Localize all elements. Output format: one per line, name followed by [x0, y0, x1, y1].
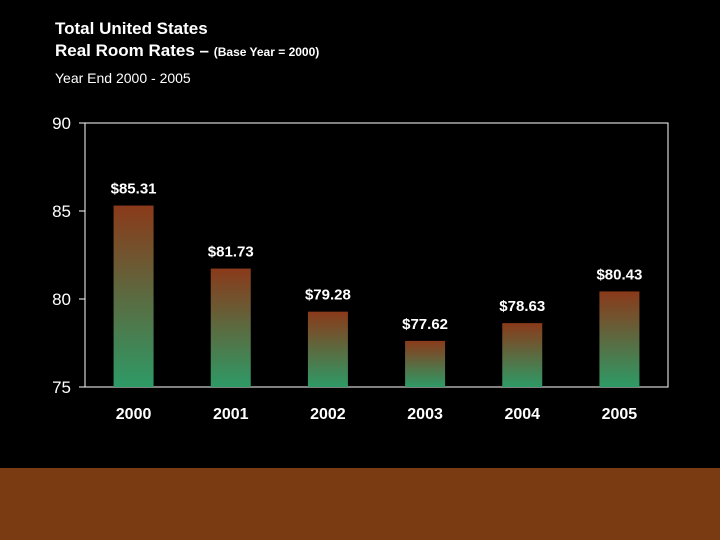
chart-title-block: Total United States Real Room Rates – (B… — [55, 18, 319, 89]
bar-value-label: $81.73 — [208, 244, 254, 261]
bar-2004 — [502, 323, 543, 387]
x-tick-label: 2005 — [602, 406, 638, 423]
x-tick-label: 2001 — [213, 406, 249, 423]
y-tick-label: 90 — [52, 114, 71, 133]
bar-value-label: $77.62 — [402, 316, 448, 333]
bar-2001 — [210, 268, 251, 387]
bar-2005 — [599, 291, 640, 387]
bar-series: $85.31 $81.73 $79.28 $77.62 $78.63 $80.43 — [111, 181, 642, 387]
y-tick-label: 80 — [52, 290, 71, 309]
chart-title-line1: Total United States — [55, 19, 208, 38]
x-tick-label: 2004 — [504, 406, 540, 423]
chart-subtitle: Year End 2000 - 2005 — [55, 70, 191, 86]
footer-band — [0, 468, 720, 540]
bar-2002 — [307, 311, 348, 387]
bar-value-label: $78.63 — [499, 298, 545, 315]
x-axis: 2000 2001 2002 2003 2004 2005 — [116, 406, 638, 423]
bar-value-label: $85.31 — [111, 181, 157, 198]
chart-title-line2: Real Room Rates – (Base Year = 2000) — [55, 40, 319, 63]
y-axis: 75 80 85 90 — [52, 114, 85, 397]
x-tick-label: 2000 — [116, 406, 152, 423]
chart-title-note: (Base Year = 2000) — [213, 45, 320, 59]
bar-value-label: $79.28 — [305, 287, 351, 304]
x-tick-label: 2002 — [310, 406, 346, 423]
y-tick-label: 85 — [52, 202, 71, 221]
bar-2003 — [405, 340, 446, 387]
x-tick-label: 2003 — [407, 406, 443, 423]
bar-value-label: $80.43 — [596, 266, 642, 283]
chart-title-main: Real Room Rates – — [55, 41, 209, 60]
bar-2000 — [113, 205, 154, 387]
plot-area-frame — [84, 122, 669, 388]
y-tick-label: 75 — [52, 378, 71, 397]
